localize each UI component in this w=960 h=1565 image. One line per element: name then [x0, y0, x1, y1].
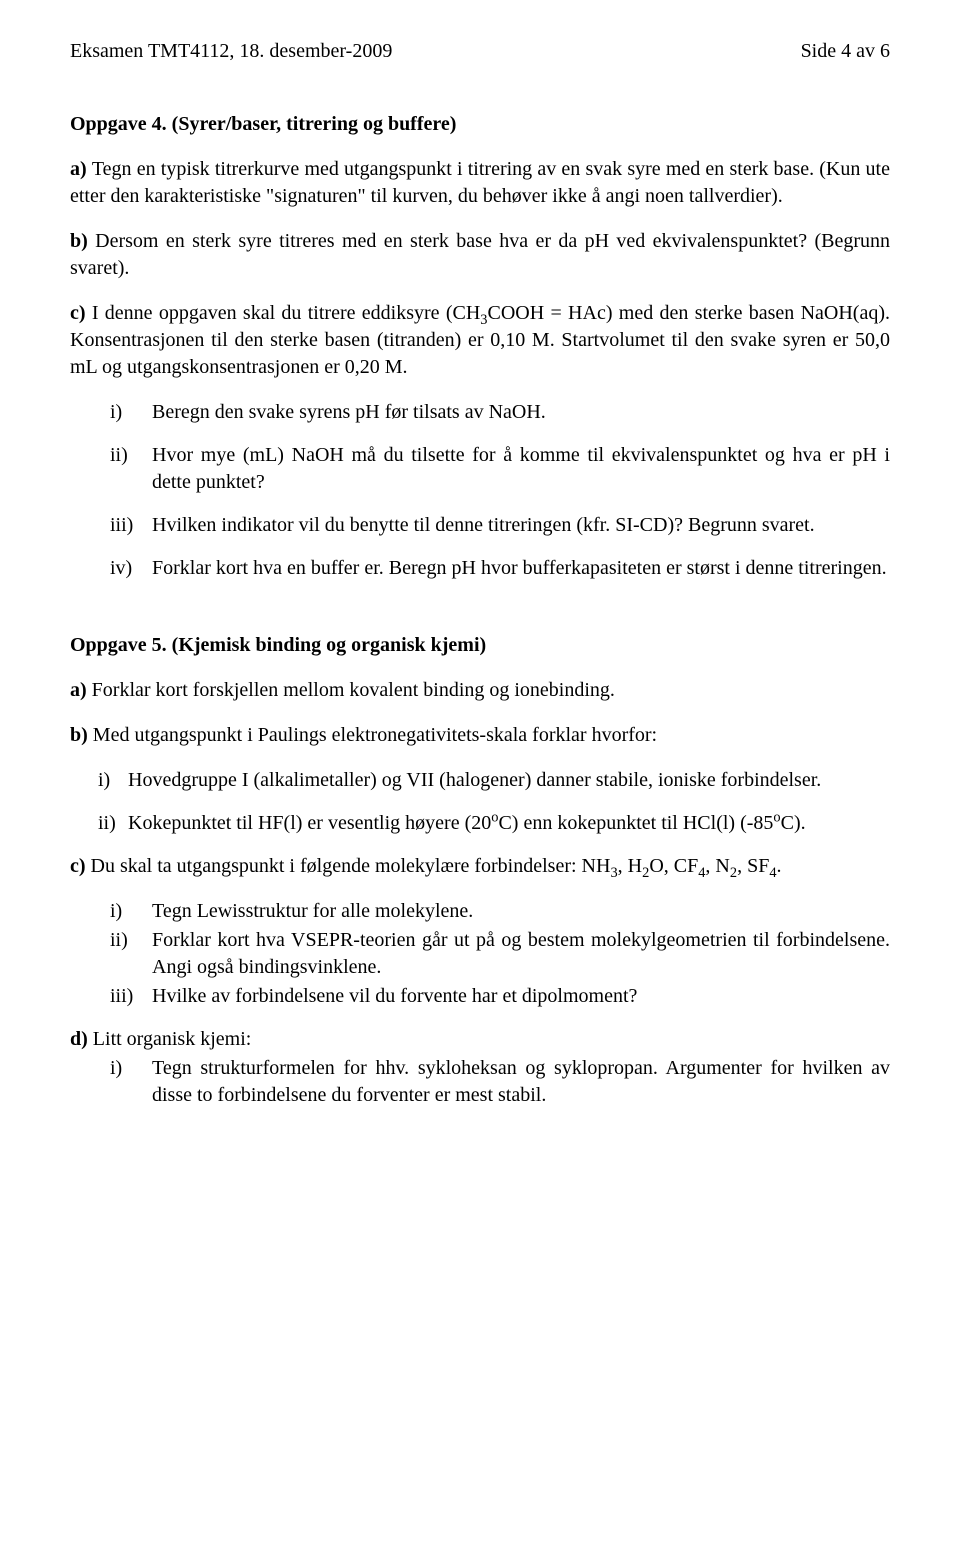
oppgave5-b-ii-body: Kokepunktet til HF(l) er vesentlig høyer…: [128, 810, 890, 837]
marker-ii5b: ii): [98, 810, 128, 837]
oppgave5-d-intro-text: Litt organisk kjemi:: [93, 1028, 252, 1050]
oppgave5-d-intro: d) Litt organisk kjemi:: [70, 1026, 890, 1053]
oppgave5-c-i-text: Tegn Lewisstruktur for alle molekylene.: [152, 898, 890, 925]
marker-ii: ii): [110, 442, 152, 496]
oppgave5-b-list: i) Hovedgruppe I (alkalimetaller) og VII…: [98, 767, 890, 837]
oppgave4-b-text: Dersom en sterk syre titreres med en ste…: [70, 230, 890, 279]
oppgave5-title: Oppgave 5. (Kjemisk binding og organisk …: [70, 634, 890, 657]
oppgave5-d-list: i) Tegn strukturformelen for hhv. sykloh…: [110, 1055, 890, 1109]
page-container: Eksamen TMT4112, 18. desember-2009 Side …: [0, 0, 960, 1565]
oppgave5-a: a) Forklar kort forskjellen mellom koval…: [70, 677, 890, 704]
sub-nh3: 3: [610, 865, 617, 881]
oppgave4-c-iv: iv) Forklar kort hva en buffer er. Bereg…: [110, 555, 890, 582]
oppgave5-d-i-text: Tegn strukturformelen for hhv. sykloheks…: [152, 1055, 890, 1109]
oppgave5-d-i: i) Tegn strukturformelen for hhv. sykloh…: [110, 1055, 890, 1109]
marker-a: a): [70, 158, 92, 180]
oppgave4-b: b) Dersom en sterk syre titreres med en …: [70, 228, 890, 282]
oppgave4-c-i: i) Beregn den svake syrens pH før tilsat…: [110, 399, 890, 426]
oppgave5-c-ii-text: Forklar kort hva VSEPR-teorien går ut på…: [152, 927, 890, 981]
oppgave5-c-t6: .: [777, 855, 782, 877]
oppgave5-c-list: i) Tegn Lewisstruktur for alle molekylen…: [110, 898, 890, 1010]
page-header: Eksamen TMT4112, 18. desember-2009 Side …: [70, 40, 890, 63]
oppgave4-c-list: i) Beregn den svake syrens pH før tilsat…: [110, 399, 890, 582]
oppgave5-b-ii-t3: C).: [781, 812, 806, 834]
marker-ii5c: ii): [110, 927, 152, 981]
marker-iv: iv): [110, 555, 152, 582]
sup-o2: o: [773, 809, 780, 825]
marker-i5b: i): [98, 767, 128, 794]
oppgave5-b-ii-t2: C) enn kokepunktet til HCl(l) (-85: [498, 812, 773, 834]
marker-i: i): [110, 399, 152, 426]
oppgave5-c-t1: Du skal ta utgangspunkt i følgende molek…: [91, 855, 611, 877]
oppgave5-b-ii: ii) Kokepunktet til HF(l) er vesentlig h…: [98, 810, 890, 837]
oppgave5-c-t4: , N: [705, 855, 729, 877]
marker-c5: c): [70, 855, 91, 877]
oppgave4-a: a) Tegn en typisk titrerkurve med utgang…: [70, 156, 890, 210]
marker-c: c): [70, 302, 92, 324]
marker-b: b): [70, 230, 95, 252]
oppgave5-c-ii: ii) Forklar kort hva VSEPR-teorien går u…: [110, 927, 890, 981]
oppgave5-b-i: i) Hovedgruppe I (alkalimetaller) og VII…: [98, 767, 890, 794]
oppgave5-c-t3: O, CF: [649, 855, 698, 877]
oppgave5-c-i: i) Tegn Lewisstruktur for alle molekylen…: [110, 898, 890, 925]
header-left: Eksamen TMT4112, 18. desember-2009: [70, 40, 392, 63]
oppgave4-c-ii: ii) Hvor mye (mL) NaOH må du tilsette fo…: [110, 442, 890, 496]
marker-d5: d): [70, 1028, 93, 1050]
oppgave4-c-iii: iii) Hvilken indikator vil du benytte ti…: [110, 512, 890, 539]
oppgave4-c-iii-text: Hvilken indikator vil du benytte til den…: [152, 512, 890, 539]
marker-i5c: i): [110, 898, 152, 925]
sub-3: 3: [480, 312, 487, 328]
oppgave4-a-text: Tegn en typisk titrerkurve med utgangspu…: [70, 158, 890, 207]
oppgave4-c-iv-text: Forklar kort hva en buffer er. Beregn pH…: [152, 555, 890, 582]
oppgave5-c-t5: , SF: [737, 855, 769, 877]
oppgave5-b-intro-text: Med utgangspunkt i Paulings elektronegat…: [93, 724, 657, 746]
marker-a5: a): [70, 679, 92, 701]
sub-sf4: 4: [769, 865, 776, 881]
oppgave4-c-ii-text: Hvor mye (mL) NaOH må du tilsette for å …: [152, 442, 890, 496]
marker-iii: iii): [110, 512, 152, 539]
marker-iii5c: iii): [110, 983, 152, 1010]
oppgave5-c-t2: , H: [618, 855, 642, 877]
oppgave4-title: Oppgave 4. (Syrer/baser, titrering og bu…: [70, 113, 890, 136]
oppgave5-a-text: Forklar kort forskjellen mellom kovalent…: [92, 679, 615, 701]
oppgave5-b-intro: b) Med utgangspunkt i Paulings elektrone…: [70, 722, 890, 749]
oppgave4-c: c) I denne oppgaven skal du titrere eddi…: [70, 300, 890, 381]
oppgave5-c-iii-text: Hvilke av forbindelsene vil du forvente …: [152, 983, 890, 1010]
oppgave5-c-intro: c) Du skal ta utgangspunkt i følgende mo…: [70, 853, 890, 880]
oppgave4-c-text1: I denne oppgaven skal du titrere eddiksy…: [92, 302, 480, 324]
oppgave5-c-iii: iii) Hvilke av forbindelsene vil du forv…: [110, 983, 890, 1010]
sub-n2: 2: [730, 865, 737, 881]
marker-i5d: i): [110, 1055, 152, 1109]
oppgave4-c-i-text: Beregn den svake syrens pH før tilsats a…: [152, 399, 890, 426]
oppgave5-b-i-text: Hovedgruppe I (alkalimetaller) og VII (h…: [128, 767, 890, 794]
header-right: Side 4 av 6: [801, 40, 890, 63]
marker-b5: b): [70, 724, 93, 746]
oppgave5-b-ii-t1: Kokepunktet til HF(l) er vesentlig høyer…: [128, 812, 491, 834]
